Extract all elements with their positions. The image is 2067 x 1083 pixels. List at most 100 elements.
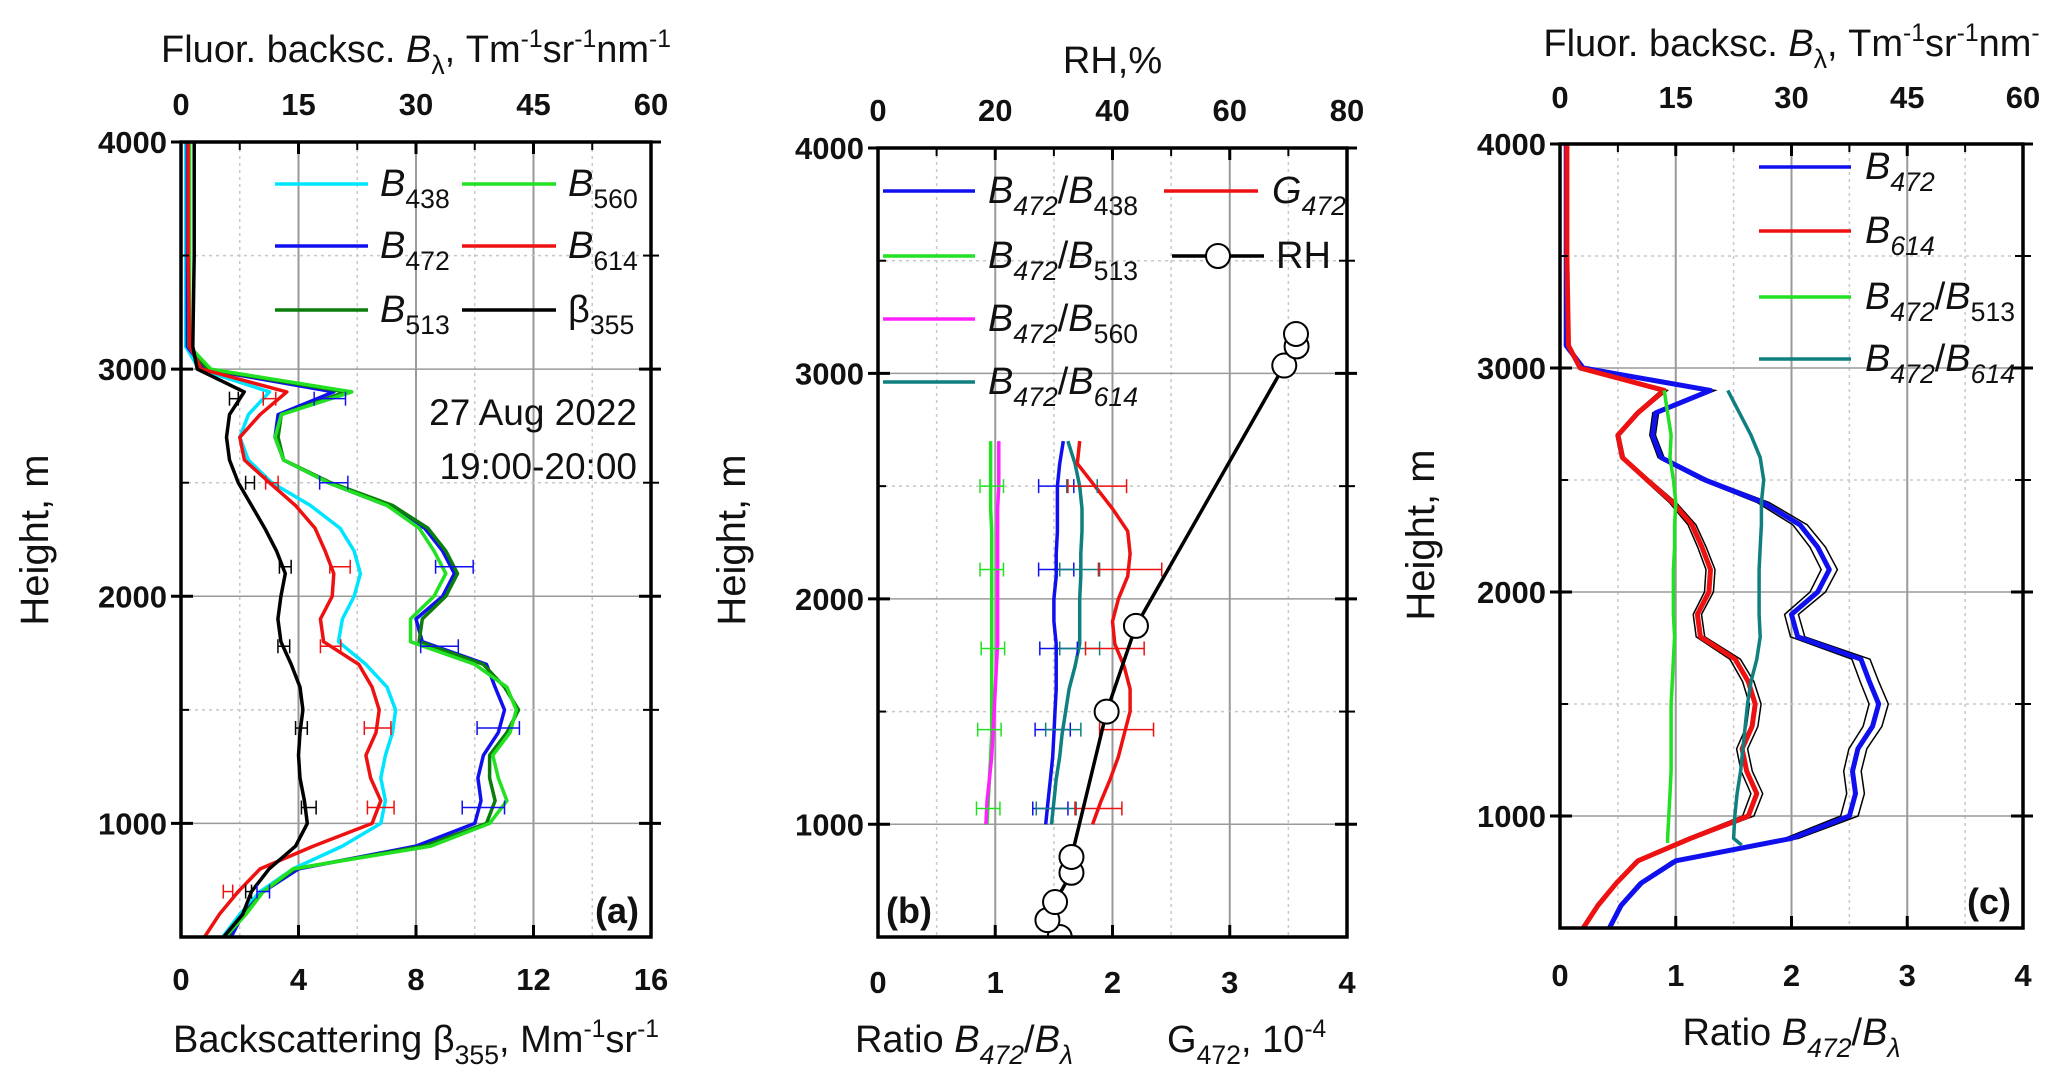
legend-label: B472/B438 bbox=[988, 170, 1138, 221]
legend-marker bbox=[1205, 243, 1231, 269]
legend-label-part: / bbox=[1935, 338, 1946, 380]
bottom-axis-title-part: / bbox=[1024, 1019, 1035, 1061]
legend-label-part: G bbox=[1272, 170, 1302, 212]
legend-label-part: B bbox=[1945, 276, 1970, 318]
plot-mask bbox=[1558, 929, 2025, 959]
y-axis-title-part: Height, m bbox=[710, 454, 754, 625]
top-tick-label: 30 bbox=[399, 87, 433, 122]
top-axis-title: RH,% bbox=[1063, 40, 1162, 82]
top-axis-title-part: λ bbox=[431, 50, 445, 80]
series-line-0 bbox=[183, 142, 398, 939]
legend-label: B472/B614 bbox=[988, 361, 1138, 412]
legend-label-part: B bbox=[380, 163, 405, 205]
legend-label-part: 438 bbox=[405, 184, 449, 214]
legend-label-part: 472 bbox=[1890, 359, 1935, 389]
bottom-axis-title-part: sr bbox=[605, 1019, 637, 1061]
plot-mask bbox=[876, 938, 1349, 968]
bottom-axis-title-part: λ bbox=[1058, 1040, 1073, 1070]
legend-label-part: B bbox=[568, 225, 593, 267]
bottom-axis-title-part: Ratio bbox=[855, 1019, 954, 1061]
legend-label-part: 472 bbox=[1013, 256, 1058, 286]
legend-label-part: B bbox=[1068, 235, 1093, 277]
legend-label: B560 bbox=[568, 163, 638, 214]
bottom-axis-title: Backscattering β355, Mm-1sr-1 bbox=[173, 1016, 659, 1070]
bottom-axis-title-part: B bbox=[954, 1019, 979, 1061]
bottom-axis-title-2-part: , 10 bbox=[1241, 1019, 1304, 1061]
bottom-axis-title-part: B bbox=[1035, 1019, 1060, 1061]
legend-label-part: / bbox=[1058, 298, 1069, 340]
bottom-axis-title-2: G472, 10-4 bbox=[1167, 1016, 1326, 1070]
top-axis-title-part: Fluor. backsc. bbox=[1543, 23, 1788, 65]
top-tick-label: 45 bbox=[516, 87, 550, 122]
top-tick-label: 30 bbox=[1774, 80, 1808, 115]
y-tick-label: 4000 bbox=[98, 125, 167, 160]
top-tick-label: 60 bbox=[634, 87, 668, 122]
rh-marker bbox=[1058, 843, 1085, 870]
top-axis-title-part: -1 bbox=[574, 26, 596, 53]
panel-label: (c) bbox=[1967, 881, 2011, 922]
legend-label-part: 472 bbox=[1013, 319, 1058, 349]
legend-label-part: 614 bbox=[1971, 359, 2015, 389]
legend-label: B472/B513 bbox=[1865, 276, 2015, 327]
x-tick-label: 1 bbox=[987, 965, 1004, 1000]
x-tick-label: 2 bbox=[1104, 965, 1121, 1000]
bottom-axis-title-2-part: -4 bbox=[1304, 1016, 1326, 1043]
legend-label-part: 614 bbox=[1890, 231, 1934, 261]
series-line-1 bbox=[185, 142, 507, 938]
legend-label-part: 513 bbox=[1971, 297, 2015, 327]
bottom-axis-title-part: 355 bbox=[455, 1040, 499, 1070]
legend-label-part: B bbox=[988, 361, 1013, 403]
legend-label-part: 472 bbox=[1302, 191, 1347, 221]
bottom-axis-title-part: λ bbox=[1885, 1033, 1900, 1063]
legend-label-part: 472 bbox=[1890, 167, 1935, 197]
top-axis-title-part: RH,% bbox=[1063, 40, 1162, 82]
legend-label: RH bbox=[1276, 235, 1331, 277]
panel-label: (a) bbox=[595, 890, 639, 931]
bottom-axis-title-part: B bbox=[1782, 1012, 1807, 1054]
legend-label-part: 560 bbox=[1094, 319, 1138, 349]
legend-label-part: / bbox=[1935, 276, 1946, 318]
top-axis-title: Fluor. backsc. Bλ, Tm-1sr-1nm-1 bbox=[161, 26, 671, 80]
x-tick-label: 4 bbox=[2014, 958, 2032, 993]
annotation-text: 19:00-20:00 bbox=[439, 446, 637, 487]
legend-label-part: B bbox=[380, 225, 405, 267]
bottom-axis-title-2-part: 472 bbox=[1197, 1040, 1241, 1070]
legend: B472/B438B472/B513B472/B560B472/B614G472… bbox=[883, 170, 1346, 412]
top-tick-label: 0 bbox=[172, 87, 189, 122]
y-axis-title: Height, m bbox=[710, 454, 754, 625]
y-tick-label: 4000 bbox=[795, 131, 864, 166]
legend-label-part: 614 bbox=[1094, 382, 1138, 412]
legend-label: β355 bbox=[568, 289, 634, 340]
top-axis-title-part: - bbox=[2031, 20, 2039, 47]
legend-label-part: 614 bbox=[593, 246, 638, 276]
bottom-axis-title-part: 472 bbox=[980, 1040, 1025, 1070]
legend-label-part: B bbox=[988, 298, 1013, 340]
top-axis-title-part: -1 bbox=[521, 26, 543, 53]
legend-label: B472/B560 bbox=[988, 298, 1138, 349]
series-line-1 bbox=[1564, 144, 1760, 930]
y-tick-label: 1000 bbox=[795, 807, 864, 842]
legend-label-part: 472 bbox=[1890, 297, 1935, 327]
x-tick-label: 12 bbox=[516, 962, 550, 997]
y-tick-label: 1000 bbox=[98, 806, 167, 841]
bottom-axis-title-2-part: G bbox=[1167, 1019, 1197, 1061]
bottom-axis-title-part: / bbox=[1852, 1012, 1863, 1054]
bottom-axis-title-part: -1 bbox=[637, 1016, 659, 1043]
top-axis-title-part: sr bbox=[543, 29, 575, 71]
top-axis-title-part: -1 bbox=[1957, 20, 1979, 47]
top-axis-title-part: -1 bbox=[649, 26, 671, 53]
x-tick-label: 4 bbox=[290, 962, 308, 997]
legend-label-part: 472 bbox=[1013, 382, 1058, 412]
legend-label: B472/B513 bbox=[988, 235, 1138, 286]
panel-c: 0 1 2 3 4 0 15 30 45 60 1000 2000 3000 4000 Fluor. bac… bbox=[1399, 20, 2040, 1063]
rh-marker bbox=[1093, 698, 1120, 725]
rh-marker bbox=[1122, 612, 1149, 639]
x-tick-label: 4 bbox=[1338, 965, 1356, 1000]
x-tick-label: 3 bbox=[1899, 958, 1916, 993]
y-tick-label: 2000 bbox=[98, 579, 167, 614]
y-axis-title-part: Height, m bbox=[13, 454, 57, 625]
y-axis-title-part: Height, m bbox=[1399, 449, 1443, 620]
plot-mask bbox=[179, 938, 653, 968]
top-tick-label: 45 bbox=[1890, 80, 1924, 115]
